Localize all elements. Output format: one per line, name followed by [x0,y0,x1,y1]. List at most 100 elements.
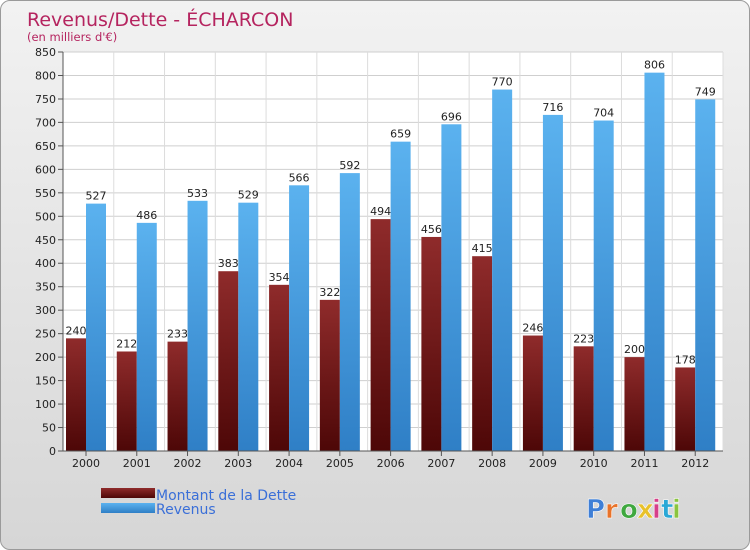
y-tick-label: 250 [35,328,56,341]
logo-letter: r [605,495,618,525]
x-tick-label: 2005 [326,457,354,470]
bar-debt [116,351,137,451]
y-tick-label: 850 [35,46,56,59]
value-label-debt: 383 [218,257,239,270]
bar-debt [167,341,188,451]
logo-letter: t [661,495,673,525]
bar-revenus [695,99,716,452]
y-tick-label: 700 [35,116,56,129]
x-tick-label: 2009 [529,457,557,470]
bar-revenus [238,202,259,451]
bar-revenus [441,124,462,451]
y-tick-label: 100 [35,398,56,411]
value-label-debt: 233 [167,328,188,341]
bar-revenus [593,120,614,451]
value-label-debt: 354 [269,271,290,284]
value-label-debt: 212 [116,337,137,350]
value-label-revenus: 770 [492,76,513,89]
legend-item-revenus: Revenus [101,502,216,518]
legend-swatch-debt [101,488,155,498]
value-label-revenus: 696 [441,110,462,123]
value-label-debt: 322 [319,286,340,299]
bar-debt [675,367,696,451]
x-tick-label: 2011 [630,457,658,470]
y-tick-label: 150 [35,375,56,388]
legend-label-revenus: Revenus [156,502,216,518]
value-label-debt: 178 [675,353,696,366]
value-label-revenus: 716 [542,101,563,114]
logo-letter: i [652,495,661,525]
axis-layer: 0 50 100 150 200 250 300 350 400 450 500 550 600 650 7… [35,46,723,470]
legend-item-debt: Montant de la Dette [101,488,296,504]
value-label-revenus: 704 [593,107,614,120]
bar-debt [421,236,442,451]
x-tick-label: 2008 [478,457,506,470]
x-tick-label: 2010 [580,457,608,470]
value-label-revenus: 486 [136,209,157,222]
chart-title: Revenus/Dette - ÉCHARCON [27,8,293,31]
y-tick-label: 800 [35,69,56,82]
bar-debt [370,219,391,451]
logo-letter: P [586,495,605,525]
y-tick-label: 750 [35,93,56,106]
y-tick-label: 0 [49,445,56,458]
value-label-revenus: 659 [390,128,411,141]
value-label-revenus: 527 [86,190,107,203]
x-tick-label: 2012 [681,457,709,470]
bar-debt [218,271,239,451]
logo-letter: x [637,495,654,525]
bars-layer: 240 527 212 486 233 533 383 529 354 566 322 592 494 6… [66,59,716,452]
x-tick-label: 2002 [174,457,202,470]
value-label-revenus: 529 [238,189,259,202]
value-label-debt: 223 [573,332,594,345]
bar-debt [66,338,86,451]
bar-revenus [339,173,360,452]
x-tick-label: 2000 [72,457,100,470]
legend-swatch-revenus [101,503,155,513]
logo-letter: o [620,495,638,525]
bar-debt [522,335,543,451]
value-label-debt: 494 [370,205,391,218]
bar-revenus [86,203,106,451]
bar-debt [269,284,290,451]
bar-revenus [644,72,665,452]
y-tick-label: 650 [35,140,56,153]
bar-debt [319,299,340,451]
y-tick-label: 500 [35,210,56,223]
chart-subtitle: (en milliers d'€) [27,30,117,44]
value-label-revenus: 533 [187,187,208,200]
value-label-debt: 456 [421,223,442,236]
x-tick-label: 2001 [123,457,151,470]
x-tick-label: 2003 [224,457,252,470]
bar-revenus [542,114,563,451]
y-tick-label: 450 [35,234,56,247]
x-tick-label: 2007 [427,457,455,470]
y-tick-label: 600 [35,163,56,176]
y-tick-label: 200 [35,351,56,364]
bar-debt [624,357,645,451]
value-label-debt: 415 [472,242,493,255]
value-label-debt: 246 [522,322,543,335]
value-label-revenus: 806 [644,59,665,72]
value-label-revenus: 592 [339,159,360,172]
bar-debt [472,256,493,451]
bar-revenus [492,89,513,451]
y-tick-label: 400 [35,257,56,270]
bar-revenus [136,222,157,451]
legend: Montant de la Dette Revenus [101,488,296,518]
bar-revenus [390,141,411,451]
x-tick-label: 2006 [377,457,405,470]
x-tick-label: 2004 [275,457,303,470]
logo-letter: i [672,495,681,525]
bar-revenus [187,200,208,451]
legend-label-debt: Montant de la Dette [156,488,296,504]
value-label-revenus: 566 [289,171,310,184]
y-tick-label: 300 [35,304,56,317]
value-label-debt: 200 [624,343,645,356]
bar-revenus [289,185,310,452]
y-tick-label: 550 [35,187,56,200]
value-label-debt: 240 [66,324,87,337]
